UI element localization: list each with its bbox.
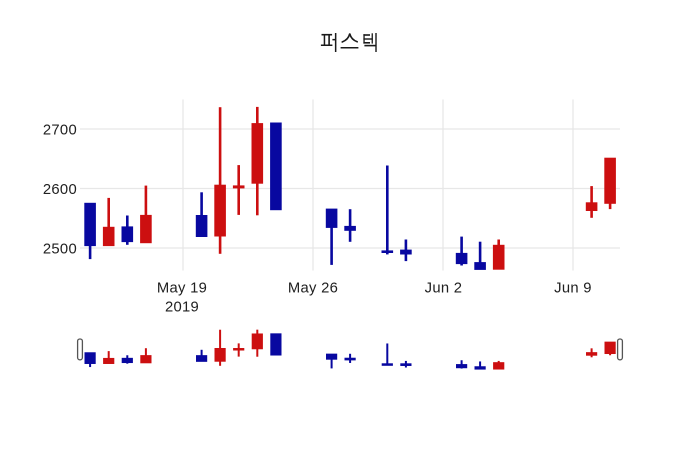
svg-text:Jun 2: Jun 2 [425, 280, 463, 296]
svg-text:2600: 2600 [43, 182, 77, 198]
svg-text:2500: 2500 [43, 241, 77, 257]
svg-text:2019: 2019 [165, 300, 199, 316]
svg-text:2700: 2700 [43, 122, 77, 138]
svg-text:May 19: May 19 [157, 280, 207, 296]
svg-text:May 26: May 26 [288, 280, 338, 296]
svg-text:Jun 9: Jun 9 [554, 280, 592, 296]
